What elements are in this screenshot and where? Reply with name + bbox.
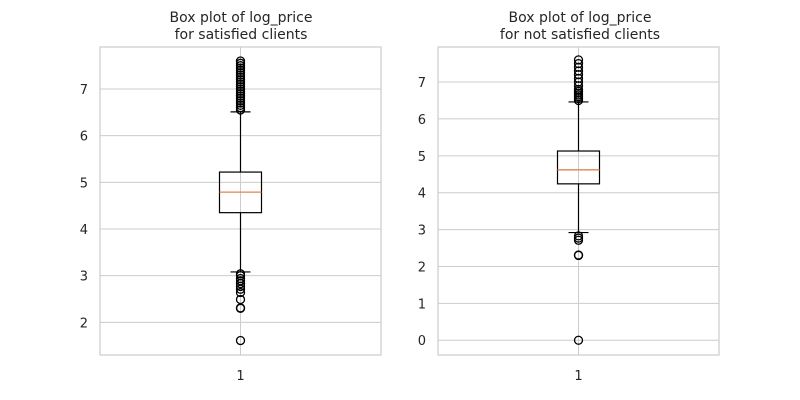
right-chart-title-line2: for not satisfied clients	[500, 27, 660, 43]
left-outlier-point	[235, 335, 246, 346]
right-iqr-box	[556, 150, 601, 185]
right-outlier-point	[573, 335, 584, 345]
left-y-tick-label: 2	[80, 316, 88, 331]
left-y-tick-label: 3	[80, 270, 88, 285]
right-y-tick-label: 1	[418, 297, 426, 312]
right-y-tick-label: 6	[418, 113, 426, 128]
right-y-tick-label: 2	[418, 260, 426, 275]
left-plot-frame	[99, 46, 382, 356]
left-outlier-point	[235, 287, 246, 298]
right-y-tick-label: 3	[418, 224, 426, 239]
right-outlier-point	[573, 58, 584, 69]
right-chart-title-line1: Box plot of log_price	[509, 10, 652, 26]
right-chart-panel: Box plot of log_price for not satisfied …	[418, 10, 720, 384]
right-outlier-point	[573, 250, 584, 260]
right-outlier-point	[573, 231, 584, 241]
left-x-tick-label: 1	[236, 369, 244, 384]
left-chart-title-line2: for satisfied clients	[175, 27, 308, 43]
left-chart-title-line1: Box plot of log_price	[170, 10, 313, 26]
left-outlier-point	[235, 56, 246, 66]
left-outlier-point	[235, 269, 246, 279]
left-y-tick-label: 4	[80, 223, 88, 238]
left-y-tick-label: 7	[80, 83, 88, 98]
right-x-tick-label: 1	[574, 369, 582, 384]
left-outlier-point	[235, 273, 246, 284]
right-y-tick-label: 0	[418, 334, 426, 349]
right-outlier-point	[573, 55, 584, 65]
right-y-tick-label: 5	[418, 150, 426, 165]
right-y-tick-label: 4	[418, 187, 426, 202]
left-outlier-point	[235, 294, 246, 305]
right-plot-frame	[437, 46, 720, 356]
left-y-tick-label: 6	[80, 130, 88, 145]
left-y-tick-label: 5	[80, 176, 88, 191]
right-y-tick-label: 7	[418, 76, 426, 91]
left-chart-panel: Box plot of log_price for satisfied clie…	[80, 10, 382, 384]
